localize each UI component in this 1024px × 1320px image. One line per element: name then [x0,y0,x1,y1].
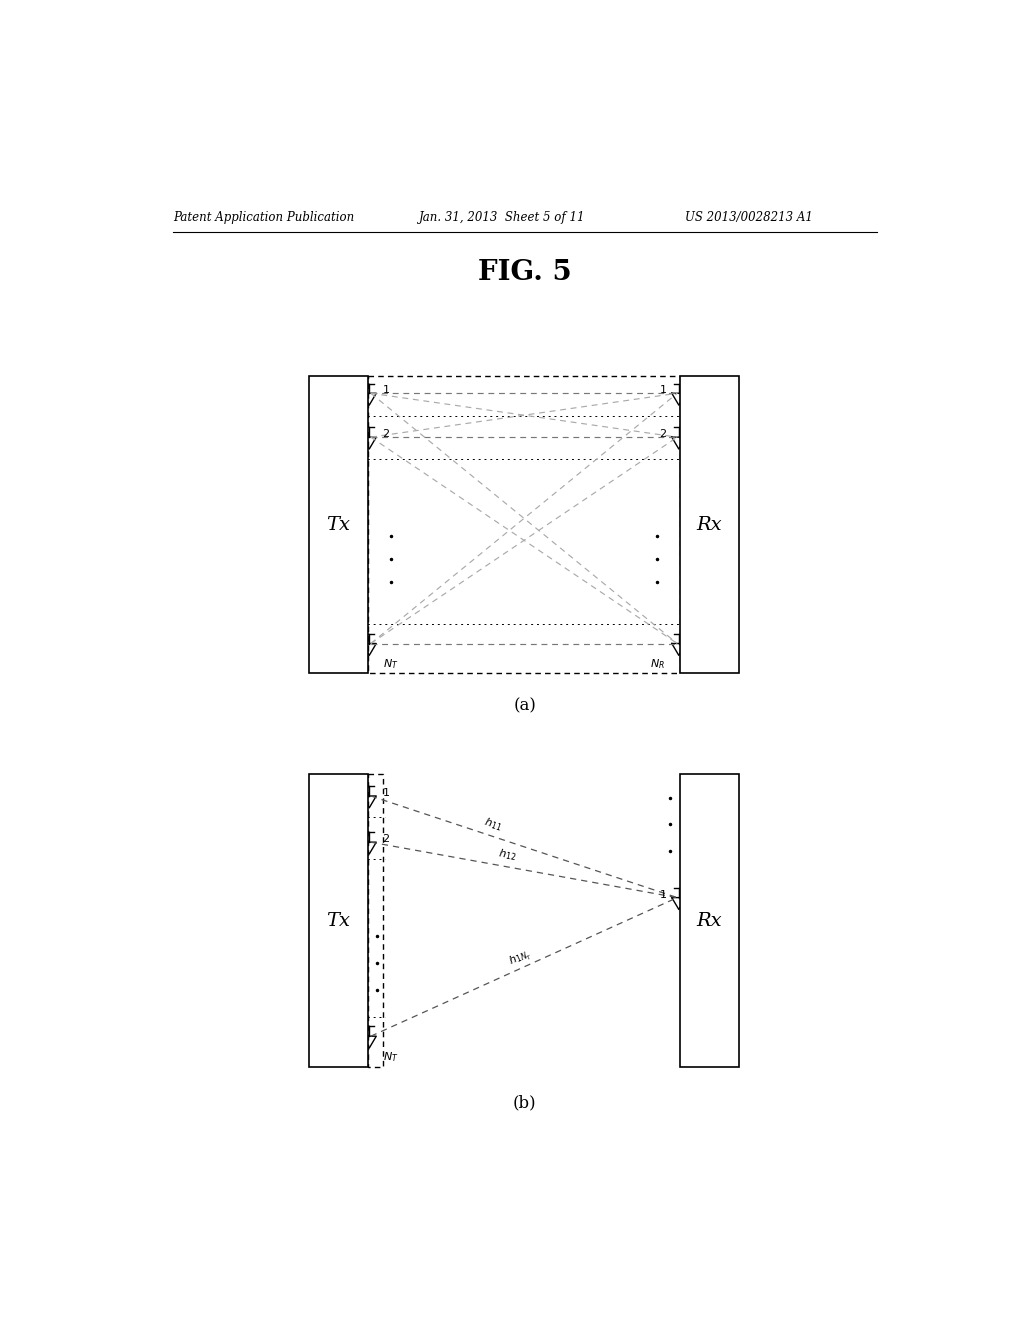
Text: $N_R$: $N_R$ [650,657,665,671]
Text: Rx: Rx [696,516,722,533]
Text: $1$: $1$ [382,383,389,396]
Text: $N_T$: $N_T$ [383,1051,398,1064]
Text: $h_{1N_T}$: $h_{1N_T}$ [506,946,534,970]
Text: (a): (a) [513,697,537,714]
Text: Rx: Rx [696,912,722,929]
Bar [309,376,368,673]
Text: $1$: $1$ [382,787,389,799]
Bar [680,775,739,1067]
Text: Tx: Tx [327,912,350,929]
Text: $2$: $2$ [382,833,389,845]
Text: Jan. 31, 2013  Sheet 5 of 11: Jan. 31, 2013 Sheet 5 of 11 [419,211,586,224]
Bar [680,376,739,673]
Text: US 2013/0028213 A1: US 2013/0028213 A1 [685,211,813,224]
Text: $h_{11}$: $h_{11}$ [482,814,504,833]
Text: FIG. 5: FIG. 5 [478,259,571,285]
Text: $h_{12}$: $h_{12}$ [498,847,517,863]
Text: $N_T$: $N_T$ [383,657,398,671]
Bar [309,775,368,1067]
Text: Tx: Tx [327,516,350,533]
Text: $2$: $2$ [658,428,667,440]
Bar [368,376,680,673]
Text: $2$: $2$ [382,428,389,440]
Text: (b): (b) [513,1094,537,1111]
Bar [368,775,383,1067]
Text: $1$: $1$ [658,383,667,396]
Text: $1$: $1$ [658,888,667,900]
Text: Patent Application Publication: Patent Application Publication [173,211,354,224]
